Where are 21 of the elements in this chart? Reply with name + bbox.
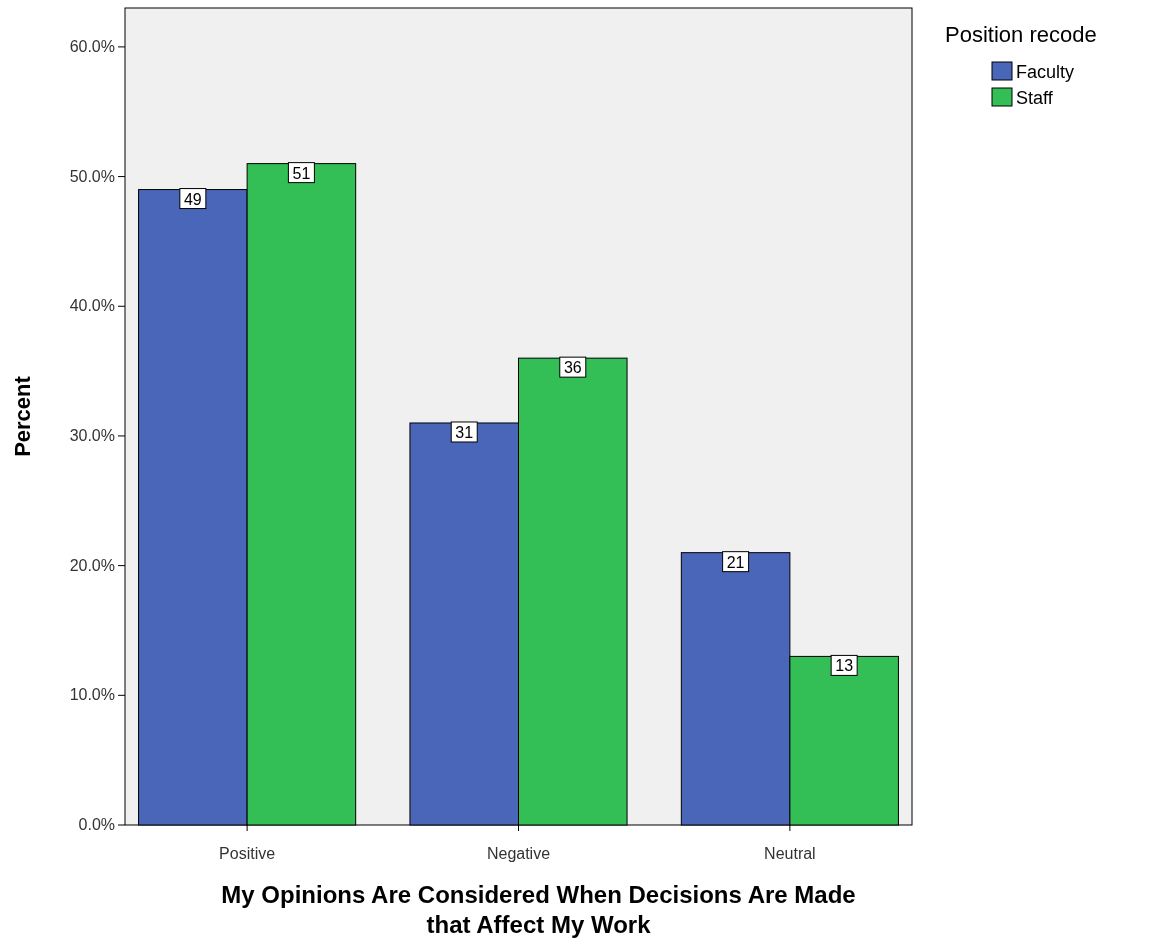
x-axis-title: My Opinions Are Considered When Decisions Are Made that Affect My Work xyxy=(221,881,856,938)
y-tick-label: 40.0% xyxy=(69,297,115,315)
data-label: 36 xyxy=(563,359,582,377)
data-label: 51 xyxy=(292,164,311,182)
y-axis-title: Percent xyxy=(10,375,35,457)
data-label: 13 xyxy=(835,657,854,675)
y-tick-label: 0.0% xyxy=(78,816,115,833)
legend-label: Staff xyxy=(1016,88,1054,108)
x-tick-label: Neutral xyxy=(764,845,816,862)
data-label: 31 xyxy=(455,423,474,441)
legend-label: Faculty xyxy=(1016,62,1075,82)
y-tick-label: 30.0% xyxy=(69,426,115,444)
data-label: 49 xyxy=(183,190,202,208)
data-label: 21 xyxy=(726,553,745,571)
y-tick-label: 60.0% xyxy=(69,37,115,55)
x-tick-label: Positive xyxy=(219,845,276,862)
y-tick-label: 50.0% xyxy=(69,167,115,185)
y-tick-label: 10.0% xyxy=(69,686,115,704)
legend-title: Position recode xyxy=(945,22,1097,47)
x-tick-label: Negative xyxy=(486,845,551,862)
y-tick-label: 20.0% xyxy=(69,556,115,574)
